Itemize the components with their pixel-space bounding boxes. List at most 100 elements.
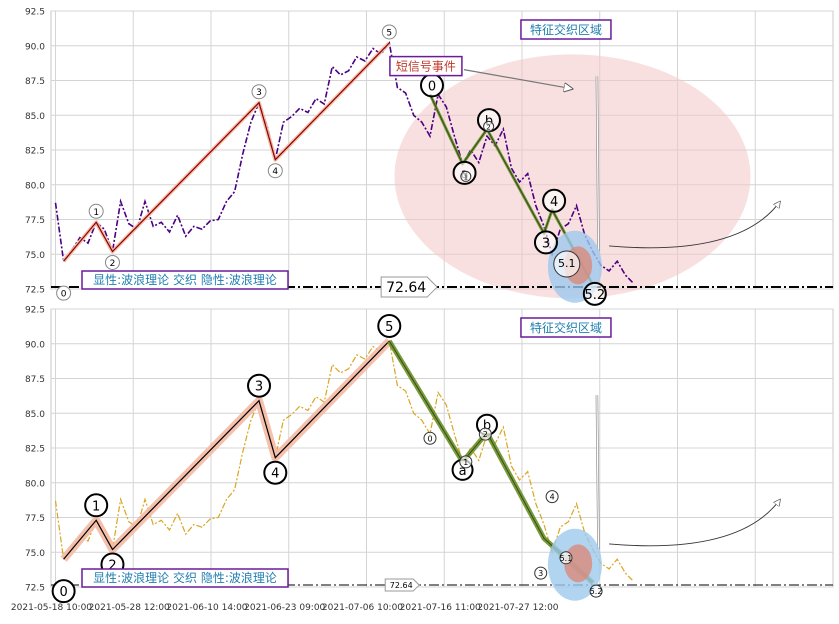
sub-wave-label: 4	[550, 493, 555, 502]
correction-label-circle	[533, 230, 558, 255]
sub-wave-circle	[423, 431, 437, 445]
x-tick-label: 2021-05-18 10:00	[11, 603, 92, 613]
vertical-marker-core	[596, 395, 600, 550]
zone-title: 特征交织区域	[530, 320, 602, 335]
wave-label: 4	[272, 167, 278, 177]
target-glow-inner	[564, 544, 593, 583]
sub-wave-label: 5.1	[560, 554, 573, 563]
sub-wave-circle	[545, 490, 559, 504]
correction-label: b	[483, 419, 491, 434]
y-tick-label: 80.0	[25, 479, 45, 489]
x-tick-label: 2021-07-16 11:00	[400, 603, 481, 613]
correction-label-circle	[542, 188, 567, 213]
y-tick-label: 85.0	[25, 112, 45, 122]
wave-label-circle	[381, 24, 397, 40]
zone-title: 特征交织区域	[530, 22, 602, 37]
wave-label: 2	[110, 259, 116, 269]
support-value-label: 72.64	[390, 581, 413, 590]
y-tick-label: 72.5	[25, 286, 45, 296]
sub-wave-circle	[553, 250, 581, 278]
vertical-marker-core	[596, 76, 600, 252]
x-tick-label: 2021-05-28 12:00	[89, 603, 170, 613]
sub-wave-circle	[534, 566, 548, 580]
wave-label: 4	[271, 467, 279, 482]
zone-title-box	[520, 317, 612, 338]
correction-label: 0	[428, 79, 436, 94]
method-legend-box	[81, 270, 289, 290]
wave-label-circle	[88, 203, 104, 219]
wave-label: 5	[386, 28, 392, 38]
wave-label: 0	[59, 585, 67, 600]
wave-label-circle	[251, 84, 267, 100]
correction-label: 5.2	[584, 288, 605, 303]
wave-label: 1	[92, 499, 100, 514]
projection-arrow	[609, 499, 780, 547]
sub-wave-label: 1	[464, 173, 468, 181]
y-tick-label: 90.0	[25, 42, 45, 52]
sub-wave-label: 2	[486, 123, 490, 131]
support-value-label: 72.64	[386, 280, 426, 296]
sub-wave-circle	[460, 170, 472, 182]
x-tick-label: 2021-07-27 12:00	[477, 603, 558, 613]
y-tick-label: 80.0	[25, 181, 45, 191]
sub-wave-circle	[589, 584, 603, 598]
wave-label-circle	[377, 313, 402, 338]
wave-label-circle	[247, 373, 272, 398]
method-legend: 显性:波浪理论 交织 隐性:波浪理论	[93, 272, 277, 287]
x-tick-label: 2021-06-10 14:00	[166, 603, 247, 613]
wave-label: 0	[61, 290, 67, 300]
panel-bottom: 72.5 75.0 77.5 80.0 82.5 85.0 87.5 90.0 92.5 0 1 2 3…	[25, 306, 834, 604]
sub-wave-circle	[559, 551, 573, 565]
sub-wave-label: 5.1	[558, 257, 576, 270]
x-tick-label: 2021-06-23 09:00	[244, 603, 325, 613]
y-tick-label: 85.0	[25, 410, 45, 420]
wave-label: 3	[255, 380, 263, 395]
y-tick-label: 72.5	[25, 584, 45, 594]
sub-wave-label: 5.2	[590, 587, 603, 596]
support-value-tag	[384, 578, 420, 592]
price-series-line	[54, 339, 634, 582]
x-tick-label: 2021-07-06 10:00	[322, 603, 403, 613]
wave-label: 5	[385, 320, 393, 335]
y-tick-label: 90.0	[25, 340, 45, 350]
y-tick-label: 92.5	[25, 306, 45, 316]
wave-label-circle	[104, 254, 120, 270]
sub-wave-circle	[459, 455, 473, 469]
signal-event-box	[389, 55, 463, 77]
wave-label-circle	[263, 460, 288, 485]
correction-label-circle	[582, 281, 607, 306]
projection-arrow	[609, 201, 780, 249]
signal-event-arrow	[463, 69, 573, 89]
impulse-wave-line	[63, 340, 390, 560]
wave-label-circle	[51, 579, 76, 604]
sub-wave-label: 3	[538, 569, 543, 578]
signal-event-label: 短信号事件	[396, 60, 456, 74]
wave-label-circle	[267, 163, 283, 179]
y-tick-label: 92.5	[25, 8, 45, 18]
sub-wave-label: 0	[427, 434, 432, 443]
wave-label: 3	[256, 88, 262, 98]
y-tick-label: 87.5	[25, 375, 45, 385]
panel-top: 72.5 75.0 77.5 80.0 82.5 85.0 87.5 90.0 92.5 0 1 2 3…	[25, 8, 834, 306]
wave-label: 2	[108, 558, 116, 573]
price-series-line	[54, 41, 635, 284]
sub-wave-label: 2	[483, 430, 488, 439]
wave-label-circle	[84, 493, 109, 518]
y-tick-label: 77.5	[25, 216, 45, 226]
y-tick-label: 75.0	[25, 549, 45, 559]
y-tick-label: 87.5	[25, 77, 45, 87]
wave-label: 1	[93, 208, 99, 218]
correction-wave-core	[429, 94, 594, 286]
support-value-tag	[380, 276, 438, 298]
y-tick-label: 82.5	[25, 147, 45, 157]
correction-label: 3	[542, 236, 550, 251]
y-tick-label: 77.5	[25, 514, 45, 524]
wave-label-circle	[56, 285, 72, 301]
sub-wave-label: 1	[463, 458, 468, 467]
y-tick-label: 82.5	[25, 445, 45, 455]
method-legend: 显性:波浪理论 交织 隐性:波浪理论	[93, 570, 277, 585]
y-tick-label: 75.0	[25, 251, 45, 261]
correction-label: 4	[550, 195, 558, 210]
